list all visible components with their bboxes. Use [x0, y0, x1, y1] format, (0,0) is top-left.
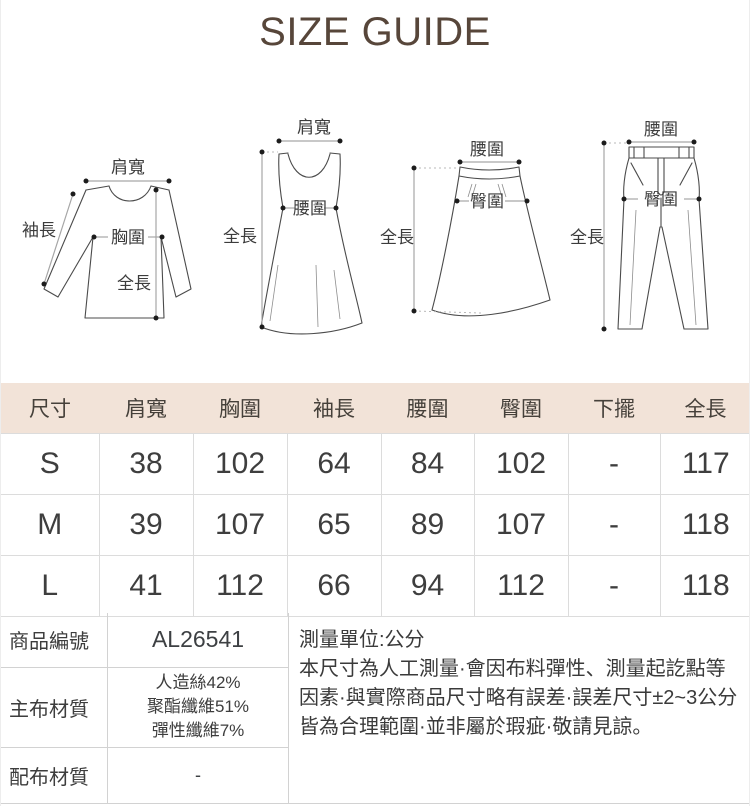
dim-label-length: 全長 — [117, 274, 151, 293]
size-cell: 102 — [473, 433, 569, 495]
size-cell: 89 — [380, 494, 475, 556]
col-header-length: 全長 — [660, 383, 749, 434]
diagram-a-line-skirt: 腰圍 臀圍 全長 — [380, 140, 551, 317]
info-label-lining-fabric: 配布材質 — [1, 747, 108, 803]
size-cell: 66 — [286, 555, 382, 617]
size-cell: 84 — [380, 433, 475, 495]
size-cell: S — [1, 433, 100, 495]
dim-label-waist: 腰圍 — [644, 120, 678, 139]
size-cell: 41 — [98, 555, 194, 617]
info-value-main-fabric: 人造絲42% 聚酯纖維51% 彈性纖維7% — [107, 667, 289, 748]
diagram-sleeveless-dress: 肩寬 腰圍 全長 — [223, 118, 363, 335]
info-row-product-code: 商品編號 AL26541 — [1, 613, 289, 668]
size-cell: 64 — [286, 433, 382, 495]
size-cell: M — [1, 494, 100, 556]
fabric-line: 人造絲42% — [155, 673, 241, 692]
measurement-disclaimer: 本尺寸為人工測量·會因布料彈性、測量起訖點等因素·與實際商品尺寸略有誤差·誤差尺… — [299, 658, 738, 738]
dim-label-shoulder: 肩寬 — [297, 118, 331, 137]
diagram-long-sleeve-top: 肩寬 袖長 胸圍 全長 — [22, 158, 192, 321]
dim-label-length: 全長 — [380, 228, 414, 247]
size-table-header-row: 尺寸 肩寬 胸圍 袖長 腰圍 臀圍 下擺 全長 — [1, 383, 749, 434]
dim-label-length: 全長 — [570, 228, 604, 247]
size-cell: 112 — [473, 555, 569, 617]
product-info-table: 商品編號 AL26541 主布材質 人造絲42% 聚酯纖維51% 彈性纖維7% … — [1, 613, 289, 803]
size-cell: 38 — [98, 433, 194, 495]
size-cell: 94 — [380, 555, 475, 617]
dim-label-hip: 臀圍 — [644, 190, 678, 209]
fabric-line: 聚酯纖維51% — [146, 697, 250, 716]
size-cell: - — [567, 494, 661, 556]
size-cell: 118 — [659, 555, 749, 617]
size-cell: - — [567, 555, 661, 617]
col-header-size: 尺寸 — [1, 383, 99, 434]
fabric-line: 彈性纖維7% — [151, 721, 245, 740]
dim-label-bust: 胸圍 — [111, 228, 145, 247]
measurement-notes: 測量單位:公分 本尺寸為人工測量·會因布料彈性、測量起訖點等因素·與實際商品尺寸… — [289, 613, 749, 803]
dim-label-length: 全長 — [223, 227, 257, 246]
bottom-section: 商品編號 AL26541 主布材質 人造絲42% 聚酯纖維51% 彈性纖維7% … — [1, 613, 749, 804]
size-cell: - — [567, 433, 661, 495]
measurement-unit-line: 測量單位:公分 — [299, 629, 425, 651]
dim-label-shoulder: 肩寬 — [111, 158, 145, 177]
dim-label-sleeve: 袖長 — [22, 221, 56, 240]
col-header-waist: 腰圍 — [381, 383, 474, 434]
size-cell: 65 — [286, 494, 382, 556]
info-label-main-fabric: 主布材質 — [1, 667, 108, 748]
info-value-lining-fabric: - — [107, 747, 289, 803]
dim-label-hip: 臀圍 — [470, 192, 504, 211]
size-cell: 107 — [192, 494, 288, 556]
size-cell: L — [1, 555, 100, 617]
col-header-hip: 臀圍 — [474, 383, 568, 434]
info-row-lining-fabric: 配布材質 - — [1, 747, 289, 803]
info-row-main-fabric: 主布材質 人造絲42% 聚酯纖維51% 彈性纖維7% — [1, 667, 289, 748]
size-cell: 107 — [473, 494, 569, 556]
col-header-hem: 下擺 — [568, 383, 660, 434]
size-row-s: S 38 102 64 84 102 - 117 — [1, 433, 749, 495]
info-label-product-code: 商品編號 — [1, 613, 108, 668]
info-value-product-code: AL26541 — [107, 613, 289, 668]
dim-label-waist: 腰圍 — [470, 140, 504, 159]
size-cell: 102 — [192, 433, 288, 495]
col-header-bust: 胸圍 — [193, 383, 287, 434]
dim-label-waist: 腰圍 — [293, 199, 327, 218]
size-table: 尺寸 肩寬 胸圍 袖長 腰圍 臀圍 下擺 全長 S 38 102 64 84 1… — [1, 383, 749, 617]
page-title: SIZE GUIDE — [259, 10, 491, 54]
size-cell: 112 — [192, 555, 288, 617]
col-header-sleeve: 袖長 — [287, 383, 381, 434]
size-cell: 118 — [659, 494, 749, 556]
col-header-shoulder: 肩寬 — [99, 383, 193, 434]
size-row-l: L 41 112 66 94 112 - 118 — [1, 555, 749, 617]
size-cell: 117 — [659, 433, 749, 495]
size-row-m: M 39 107 65 89 107 - 118 — [1, 494, 749, 556]
size-cell: 39 — [98, 494, 194, 556]
diagram-pants: 腰圍 臀圍 全長 — [570, 120, 709, 332]
